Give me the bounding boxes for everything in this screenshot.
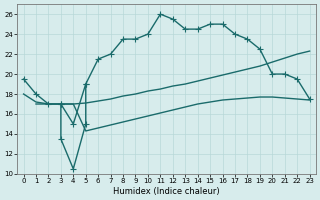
X-axis label: Humidex (Indice chaleur): Humidex (Indice chaleur) (113, 187, 220, 196)
